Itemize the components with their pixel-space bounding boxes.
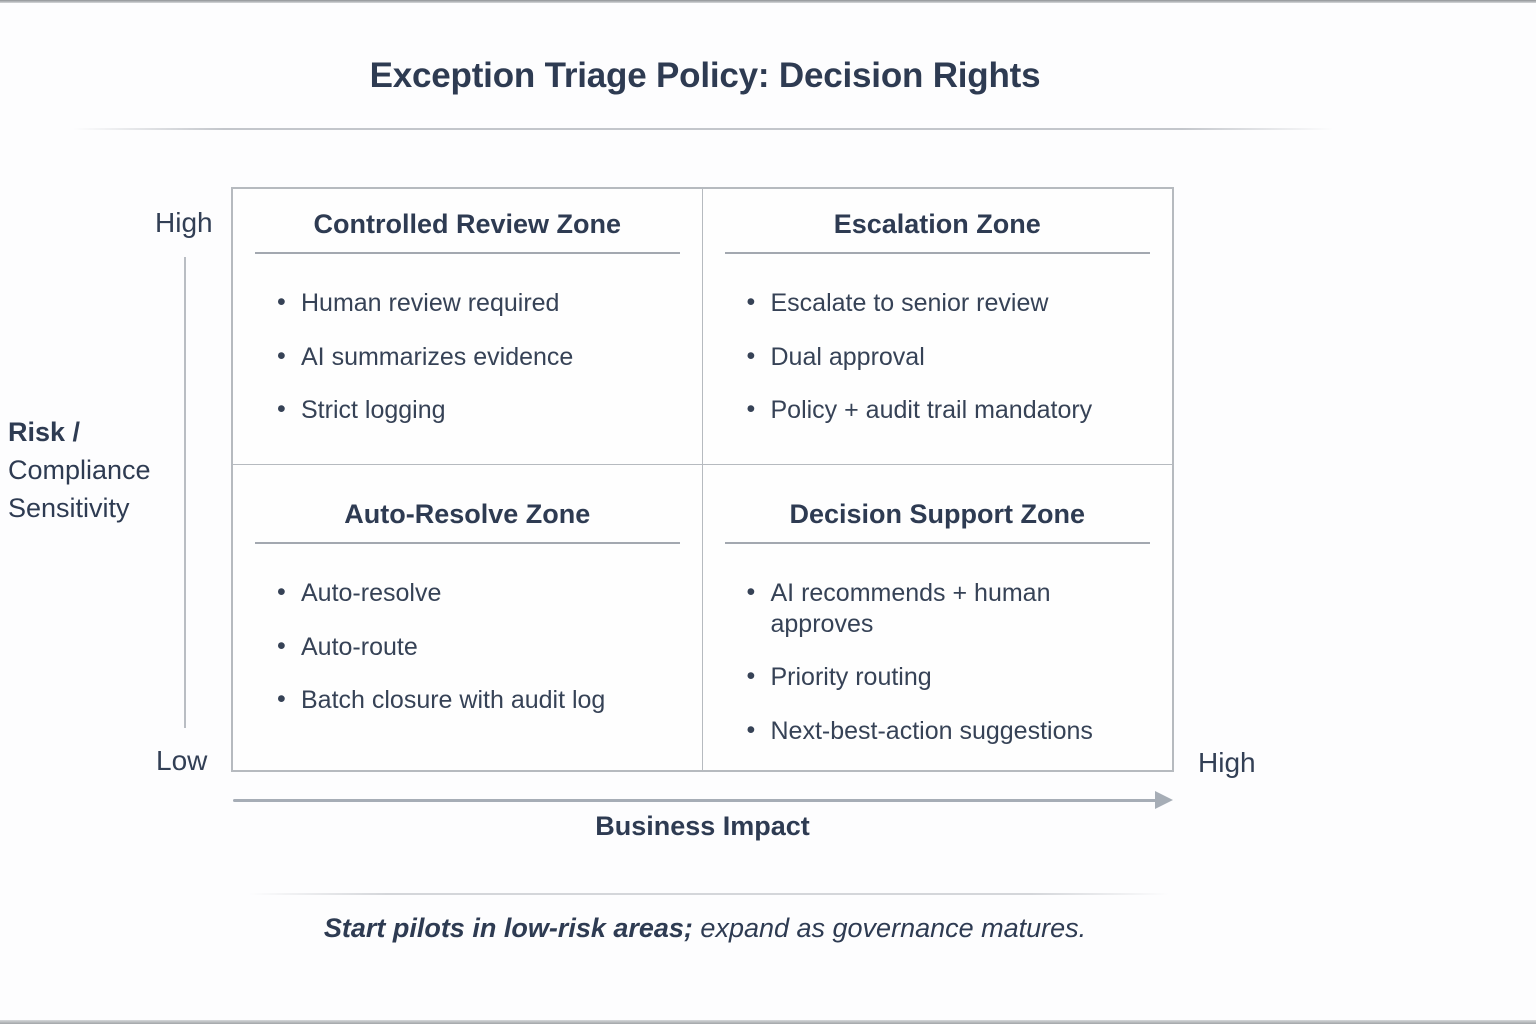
quadrant-bullet-list: Auto-resolve Auto-route Batch closure wi… (275, 577, 680, 716)
page-title: Exception Triage Policy: Decision Rights (369, 56, 1041, 95)
quadrant-escalation-zone: Escalation Zone Escalate to senior revie… (702, 189, 1172, 465)
y-axis-high-label: High (155, 207, 213, 238)
bullet-item: Strict logging (275, 394, 680, 426)
quadrant-title: Escalation Zone (833, 209, 1041, 239)
quadrant-auto-resolve-zone: Auto-Resolve Zone Auto-resolve Auto-rout… (233, 465, 703, 770)
bullet-item: Priority routing (745, 661, 1151, 693)
y-axis-low-label: Low (156, 745, 208, 776)
title-divider (73, 128, 1333, 130)
bottom-edge-line (0, 1020, 1536, 1024)
y-axis-line (184, 257, 186, 728)
quadrant-title-underline (255, 542, 680, 544)
quadrant-title: Auto-Resolve Zone (344, 499, 591, 529)
y-axis-title-line-1: Risk / (8, 417, 81, 447)
bullet-item: Escalate to senior review (745, 287, 1151, 319)
bullet-item: Human review required (275, 287, 680, 319)
bullet-item: AI recommends + human approves (745, 577, 1151, 639)
bullet-item: AI summarizes evidence (275, 341, 680, 373)
quadrant-decision-support-zone: Decision Support Zone AI recommends + hu… (703, 465, 1173, 770)
quadrant-bullet-list: Human review required AI summarizes evid… (275, 287, 680, 426)
x-axis-arrowhead-icon (1155, 791, 1173, 809)
bullet-item: Batch closure with audit log (275, 684, 680, 716)
quadrant-title-underline (724, 542, 1150, 544)
bullet-item: Next-best-action suggestions (745, 715, 1151, 747)
footnote-rest: expand as governance matures. (692, 913, 1087, 943)
quadrant-title: Decision Support Zone (789, 499, 1085, 529)
quadrant-title-underline (724, 252, 1150, 254)
bullet-item: Auto-route (275, 631, 680, 663)
x-axis-arrow (233, 799, 1157, 802)
quadrant-bullet-list: AI recommends + human approves Priority … (745, 577, 1151, 747)
bullet-item: Auto-resolve (275, 577, 680, 609)
footnote: Start pilots in low-risk areas; expand a… (0, 913, 1410, 944)
quadrant-controlled-review-zone: Controlled Review Zone Human review requ… (233, 189, 703, 465)
y-axis-title-line-3: Sensitivity (8, 493, 130, 523)
x-axis-title: Business Impact (595, 811, 810, 841)
decision-matrix: Controlled Review Zone Human review requ… (231, 187, 1174, 772)
quadrant-title-underline (255, 252, 680, 254)
bullet-item: Policy + audit trail mandatory (745, 394, 1151, 426)
quadrant-bullet-list: Escalate to senior review Dual approval … (745, 287, 1151, 426)
footnote-lead: Start pilots in low-risk areas; (323, 913, 693, 943)
y-axis-title-line-2: Compliance (8, 455, 151, 485)
footer-divider (249, 893, 1169, 895)
x-axis-high-label: High (1198, 747, 1256, 778)
y-axis-title: Risk / Compliance Sensitivity (8, 413, 151, 527)
bullet-item: Dual approval (745, 341, 1151, 373)
quadrant-title: Controlled Review Zone (313, 209, 622, 239)
top-edge-line (0, 0, 1536, 3)
